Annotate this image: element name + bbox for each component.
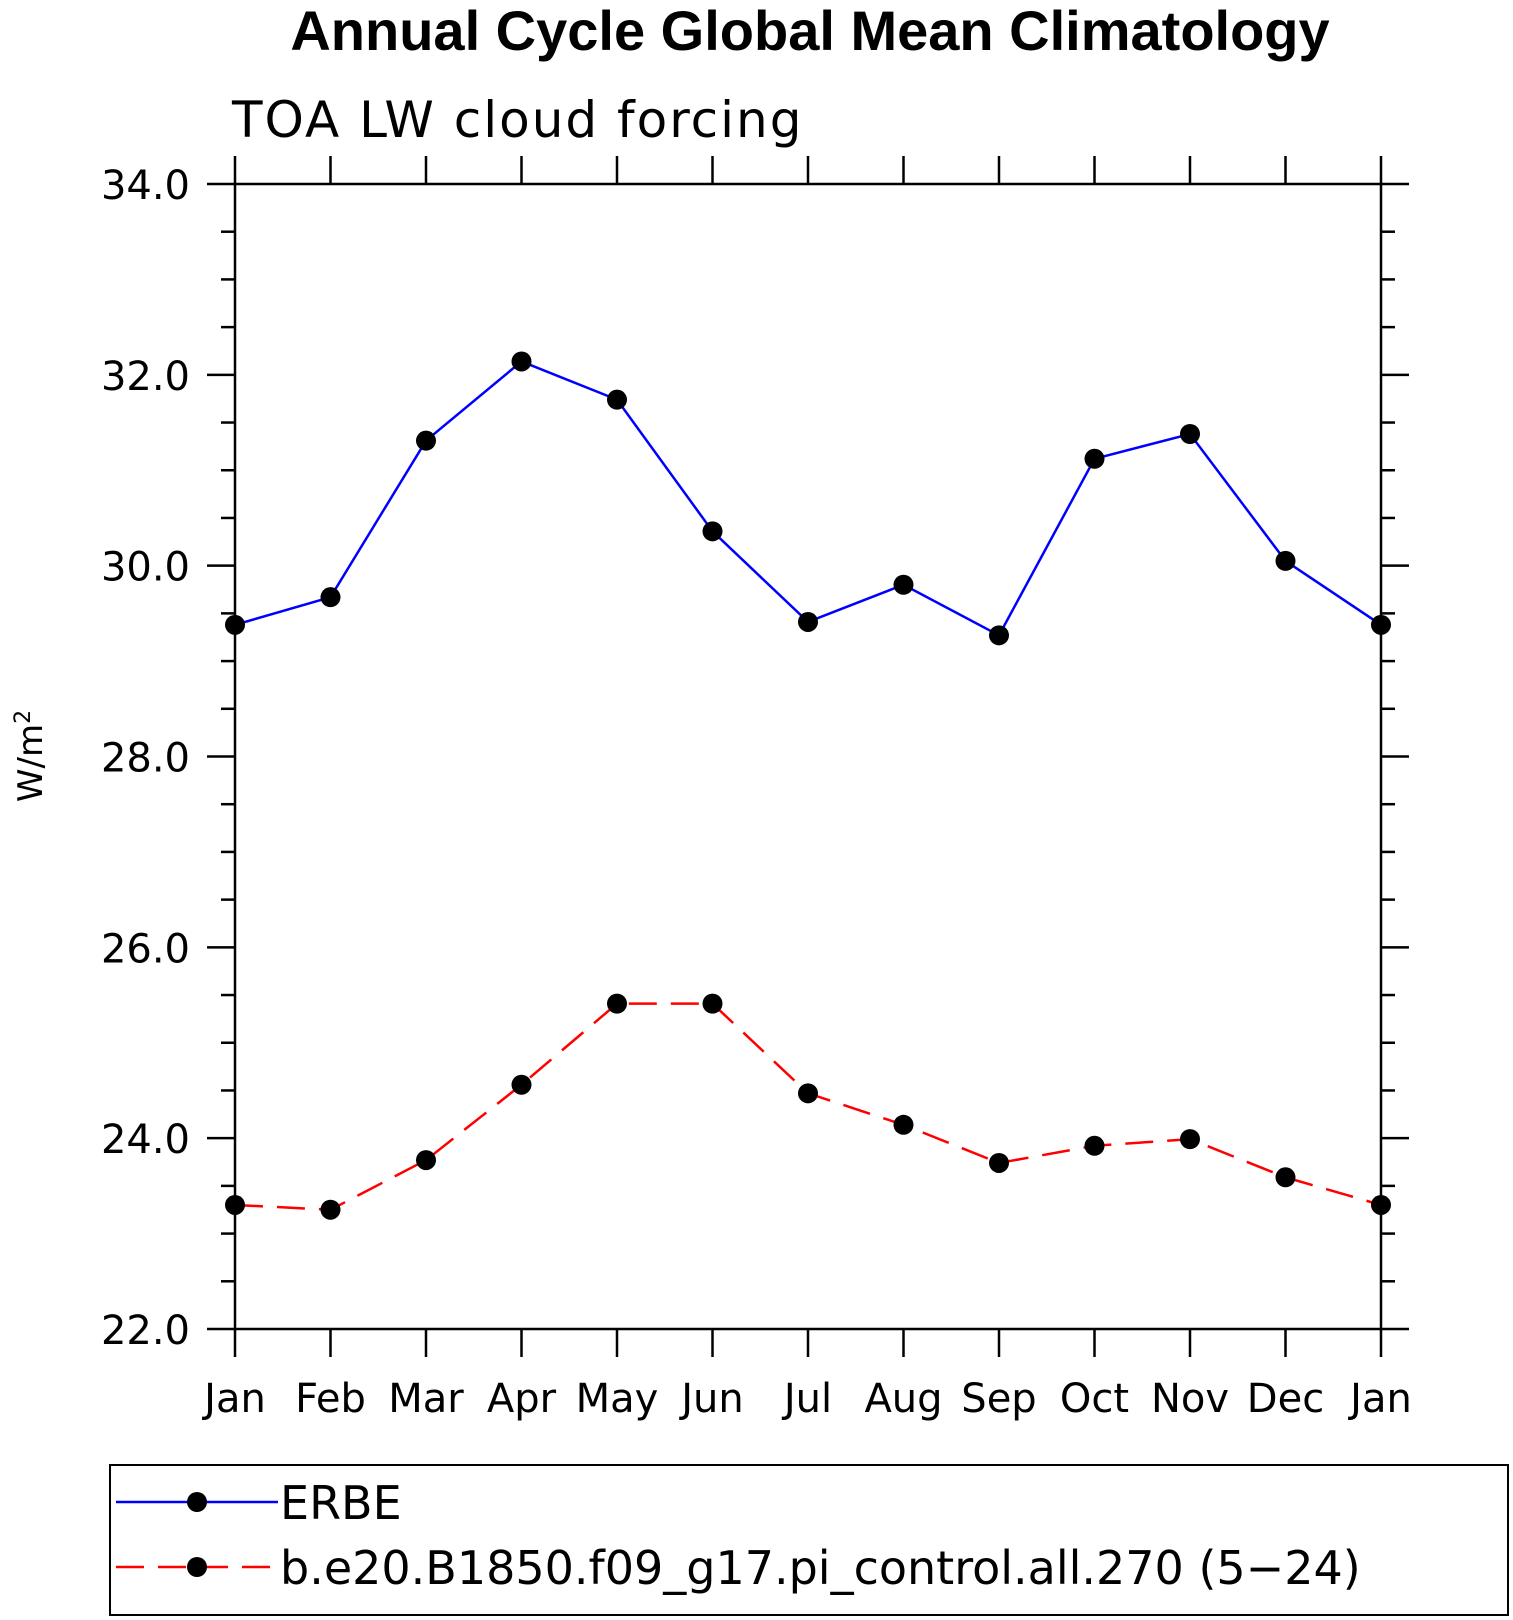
y-tick-label: 24.0 <box>101 1117 190 1163</box>
series-2-point <box>893 1114 914 1135</box>
series-2-point <box>511 1074 532 1095</box>
x-tick-label: Dec <box>1247 1376 1324 1422</box>
series-2-point <box>225 1194 245 1215</box>
legend-marker-2 <box>187 1557 207 1577</box>
x-tick-label: Jan <box>201 1376 266 1422</box>
x-tick-label: Jul <box>781 1376 832 1422</box>
series-1-point <box>607 389 627 410</box>
x-tick-label: Apr <box>487 1376 557 1422</box>
series-1-point <box>1275 550 1296 571</box>
series-2-point <box>416 1150 436 1171</box>
axis-ticks <box>207 156 1409 1357</box>
x-tick-label: Sep <box>961 1376 1036 1422</box>
legend-label-2: b.e20.B1850.f09_g17.pi_control.all.270 (… <box>280 1541 1361 1595</box>
chart-subtitle: TOA LW cloud forcing <box>231 91 803 149</box>
series-2-point <box>607 993 627 1014</box>
series-1-point <box>225 614 245 635</box>
y-tick-label: 22.0 <box>101 1308 190 1354</box>
x-tick-label: Oct <box>1060 1376 1129 1422</box>
series-1-point <box>1180 423 1200 444</box>
x-tick-label: Mar <box>388 1376 464 1422</box>
tick-labels: Jan Feb Mar Apr May Jun Jul Aug Sep Oct Nov Dec Jan2… <box>101 163 1412 1422</box>
series-1-point <box>1371 614 1391 635</box>
y-tick-label: 28.0 <box>101 736 190 782</box>
y-axis-label-text: W/m <box>11 724 51 802</box>
series-1-point <box>702 521 723 542</box>
series-1-point <box>511 351 532 372</box>
series-2-point <box>1371 1194 1391 1215</box>
chart-title: Annual Cycle Global Mean Climatology <box>290 0 1329 62</box>
x-tick-label: Aug <box>864 1376 942 1422</box>
series-2-point <box>1275 1167 1296 1188</box>
legend-box <box>109 1464 1509 1616</box>
series-2-point <box>1180 1129 1200 1150</box>
x-tick-label: May <box>576 1376 659 1422</box>
series-1-point <box>893 574 914 595</box>
series-2-point <box>702 993 723 1014</box>
series-1-point <box>798 611 818 632</box>
x-tick-label: Jun <box>678 1376 744 1422</box>
y-tick-label: 34.0 <box>101 163 190 209</box>
y-tick-label: 32.0 <box>101 354 190 400</box>
series-2-point <box>989 1152 1009 1173</box>
series-1-point <box>989 625 1009 646</box>
y-axis-label: W/m2 <box>11 710 52 802</box>
x-tick-label: Feb <box>295 1376 366 1422</box>
series-1-point <box>416 430 436 451</box>
legend: ERBE b.e20.B1850.f09_g17.pi_control.all.2… <box>116 1476 1361 1595</box>
series-2-point <box>1084 1135 1105 1156</box>
legend-marker-1 <box>187 1492 207 1512</box>
plot-frame <box>233 182 1383 1331</box>
x-tick-label: Jan <box>1347 1376 1412 1422</box>
series-1-point <box>1084 448 1105 469</box>
y-axis-label-superscript: 2 <box>11 710 36 724</box>
series-2-point <box>798 1083 818 1104</box>
legend-label-1: ERBE <box>280 1476 402 1530</box>
y-tick-label: 30.0 <box>101 545 190 591</box>
x-tick-label: Nov <box>1151 1376 1229 1422</box>
series-lines <box>225 351 1391 1220</box>
series-2-point <box>320 1199 341 1220</box>
y-tick-label: 26.0 <box>101 926 190 972</box>
series-1-point <box>320 587 341 608</box>
series-line-1 <box>234 360 1382 638</box>
series-line-2 <box>234 1002 1382 1211</box>
